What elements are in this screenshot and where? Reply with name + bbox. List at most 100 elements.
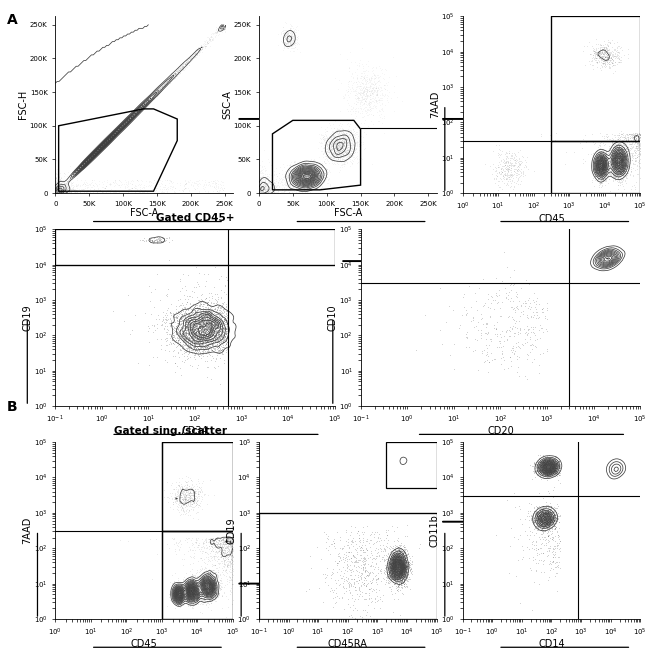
Point [389,568,400,578]
Point [296,174,307,184]
Point [298,167,309,178]
Point [227,579,237,590]
Point [203,328,214,338]
Point [209,335,219,346]
Point [175,294,185,305]
Point [304,174,315,184]
Point [296,168,306,178]
Point [148,91,159,102]
Point [598,58,608,68]
Point [177,591,187,601]
Point [205,336,216,346]
Point [548,512,558,523]
Point [339,557,350,567]
Point [191,582,202,593]
Point [535,465,545,476]
Point [339,137,350,147]
Point [210,583,220,593]
Point [388,556,398,567]
Point [182,584,192,595]
Point [68,170,78,180]
Point [199,319,209,329]
Point [328,154,338,164]
Point [211,320,221,331]
Point [612,148,622,159]
Point [391,553,402,564]
Point [328,159,338,170]
Point [604,174,615,184]
Point [611,158,621,168]
Point [549,466,559,477]
Point [350,153,361,163]
Point [594,157,604,167]
Point [107,132,117,142]
Point [162,289,172,299]
Point [503,170,514,180]
Point [202,351,212,362]
Point [188,321,199,331]
Point [300,172,311,183]
Point [104,134,114,145]
Point [144,96,154,106]
Point [183,334,193,345]
Point [287,179,298,190]
Point [209,314,220,324]
Point [50,174,60,185]
Point [194,327,204,337]
Point [213,328,224,339]
Point [185,487,195,497]
Point [610,158,621,168]
Point [53,187,64,197]
Point [177,586,187,596]
Point [134,104,144,115]
Point [284,28,294,38]
Point [546,469,556,479]
Point [632,130,643,140]
Point [396,564,406,574]
Point [300,168,311,178]
Point [333,128,343,139]
Point [207,323,218,333]
Point [305,175,315,185]
Point [540,512,550,523]
Point [335,137,346,147]
Point [324,136,335,146]
Point [107,133,117,143]
Point [126,110,136,121]
Point [541,515,551,526]
Point [401,561,411,572]
Point [543,506,554,517]
Point [263,181,273,192]
Point [56,182,66,193]
Point [543,514,553,524]
Point [83,156,93,166]
Point [177,483,187,494]
Point [112,125,123,136]
Point [202,331,213,342]
Point [549,457,559,467]
Point [550,543,560,553]
Point [393,564,404,574]
Point [185,578,196,589]
Point [208,325,218,335]
Point [601,152,612,162]
Point [540,512,551,523]
Point [214,333,224,343]
Point [508,173,518,183]
Point [72,166,82,177]
Point [91,148,101,159]
Point [551,466,561,477]
Point [96,141,107,152]
Point [275,161,285,172]
Point [181,56,191,66]
Point [307,169,318,179]
Point [604,164,615,175]
Point [388,554,398,565]
Point [369,79,380,90]
Point [621,170,631,181]
Point [616,146,627,157]
Point [87,151,98,161]
Point [192,188,202,198]
Point [614,150,624,160]
Point [210,567,220,578]
